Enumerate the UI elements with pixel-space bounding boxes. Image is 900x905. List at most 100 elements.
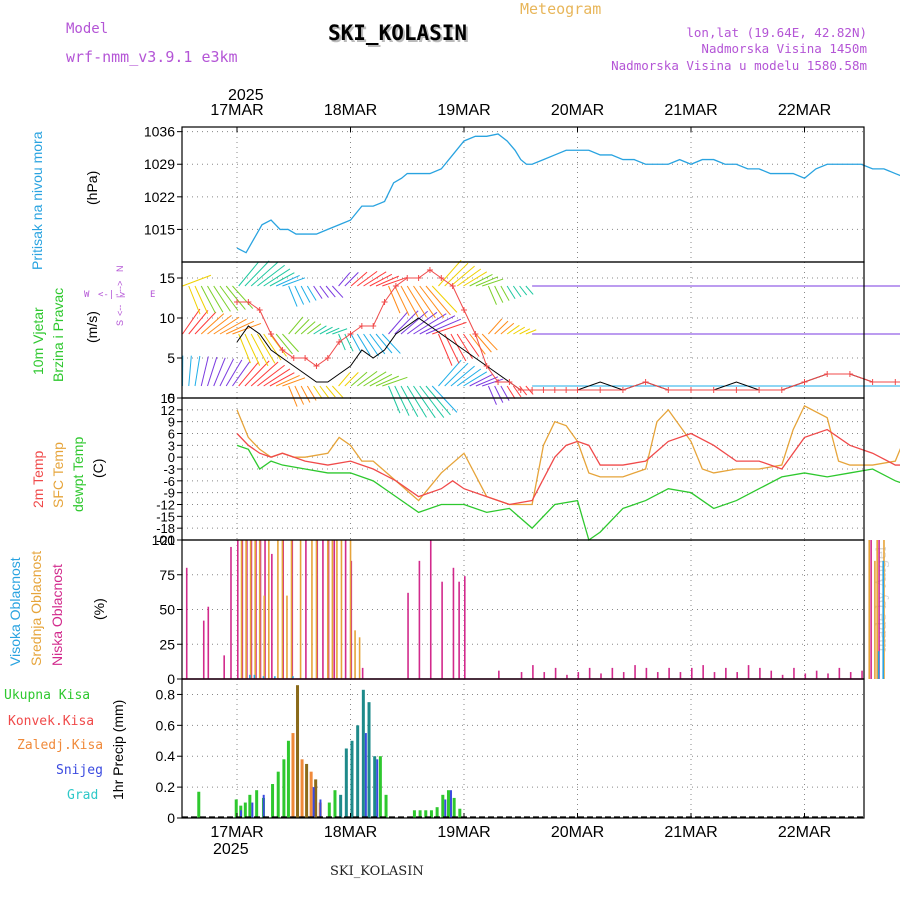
low-cloud-bar [430, 540, 432, 679]
mid-cloud-bar [341, 540, 343, 679]
low-cloud-bar [702, 665, 704, 679]
precip-unit: 1hr Precip (mm) [110, 700, 126, 800]
wind-dir-e: E [150, 290, 155, 300]
wind-arrow [382, 334, 400, 353]
snow-bar [450, 790, 452, 818]
sfc-temp-line [237, 406, 900, 505]
wind-gust-marker [824, 371, 830, 377]
svg-text:<--: <-- [115, 305, 125, 316]
low-cloud-bar [668, 668, 670, 679]
low-cloud-bar [237, 540, 239, 679]
x-tick-label-bottom: 19MAR [437, 824, 490, 841]
y-tick-label: 75 [159, 567, 175, 583]
wind-arrow [214, 286, 231, 311]
low-cloud-bar [498, 671, 500, 679]
legend-conv-rain: Konvek.Kisa [8, 714, 94, 729]
low-cloud-bar [453, 568, 455, 679]
wind-gust-marker [450, 283, 456, 289]
wind-gust-marker [506, 379, 512, 385]
low-cloud-bar [578, 672, 580, 679]
wind-arrow [339, 373, 350, 386]
wind-arrow [183, 275, 211, 286]
x-tick-label-bottom: 20MAR [551, 824, 604, 841]
wind-arrow [482, 334, 497, 350]
wind-arrow [189, 286, 200, 314]
wind-gust-line [237, 270, 900, 390]
wind-arrow [201, 286, 215, 313]
total-rain-bar [333, 790, 336, 818]
x-tick-label-top: 20MAR [551, 102, 604, 119]
total-rain-bar [271, 784, 274, 818]
wind-arrow [307, 324, 321, 334]
wind-arrow [201, 356, 208, 386]
wind-arrow [207, 286, 222, 312]
station-title: SKI_KOLASIN [328, 21, 467, 45]
total-rain-bar [339, 795, 342, 818]
mid-cloud-bar [876, 540, 878, 679]
total-rain-bar [385, 795, 388, 818]
total-rain-bar [413, 810, 416, 818]
wind-arrow [470, 334, 486, 354]
mid-cloud-bar [250, 540, 252, 679]
total-rain-bar [436, 807, 439, 818]
mid-cloud-bar [291, 540, 293, 679]
x-tick-label-top: 22MAR [778, 102, 831, 119]
total-rain-bar [305, 764, 308, 818]
wind-arrow [282, 334, 298, 352]
total-rain-bar [287, 741, 290, 818]
wind-arrow [314, 326, 327, 334]
wind-unit: (m/s) [84, 311, 100, 343]
wind-gust-marker [756, 387, 762, 393]
snow-bar [444, 799, 446, 818]
mid-cloud-bar [332, 540, 334, 679]
model-label: Model [66, 21, 108, 37]
low-cloud-bar [839, 668, 841, 679]
snow-bar [263, 795, 265, 818]
x-tick-label-top: 21MAR [664, 102, 717, 119]
low-cloud-bar [827, 673, 829, 679]
low-cloud-bar [770, 671, 772, 679]
low-cloud-bar [759, 668, 761, 679]
low-cloud-bar [736, 672, 738, 679]
high-cloud-bar [878, 651, 880, 679]
wind-arrow [351, 272, 367, 286]
y-tick-label: 5 [167, 350, 175, 366]
low-cloud-bar [203, 621, 205, 679]
y-tick-label: 15 [159, 270, 175, 286]
total-rain-bar [447, 790, 450, 818]
low-cloud-bar [600, 673, 602, 679]
total-rain-bar [255, 790, 258, 818]
wind-gust-marker [416, 275, 422, 281]
low-cloud-bar [589, 668, 591, 679]
wind-arrow [345, 372, 359, 386]
mid-cloud-bar [868, 540, 870, 679]
low-cloud-bar [714, 672, 716, 679]
cloud-unit: (%) [91, 598, 107, 620]
wind-label-1: 10m Vjetar [30, 307, 46, 375]
y-tick-label: 0.6 [156, 717, 176, 733]
total-rain-bar [373, 756, 376, 818]
wind-arrow [332, 329, 347, 334]
total-rain-bar [458, 809, 461, 818]
mid-cloud-bar [874, 561, 876, 679]
snow-bar [376, 759, 378, 818]
total-rain-bar [351, 741, 354, 818]
y-tick-label: 0.8 [156, 686, 176, 702]
total-rain-bar [197, 792, 200, 818]
mid-cloud-bar [300, 540, 302, 679]
footer-station: SKI_KOLASIN [330, 864, 424, 879]
low-cloud-bar [207, 607, 209, 679]
grid-layer [182, 127, 864, 818]
wind-speed-line [237, 318, 900, 390]
y-tick-label: 1022 [144, 189, 175, 205]
wind-arrow [389, 386, 400, 413]
wind-arrow [301, 322, 315, 334]
mid-cloud-bar [245, 540, 247, 679]
low-cloud-bar [612, 668, 614, 679]
low-cloud-bar [532, 665, 534, 679]
wind-arrow [401, 286, 418, 317]
wind-gust-marker [404, 275, 410, 281]
x-tick-label-top: 19MAR [437, 102, 490, 119]
low-cloud-bar [521, 672, 523, 679]
mid-cloud-bar [268, 540, 270, 679]
